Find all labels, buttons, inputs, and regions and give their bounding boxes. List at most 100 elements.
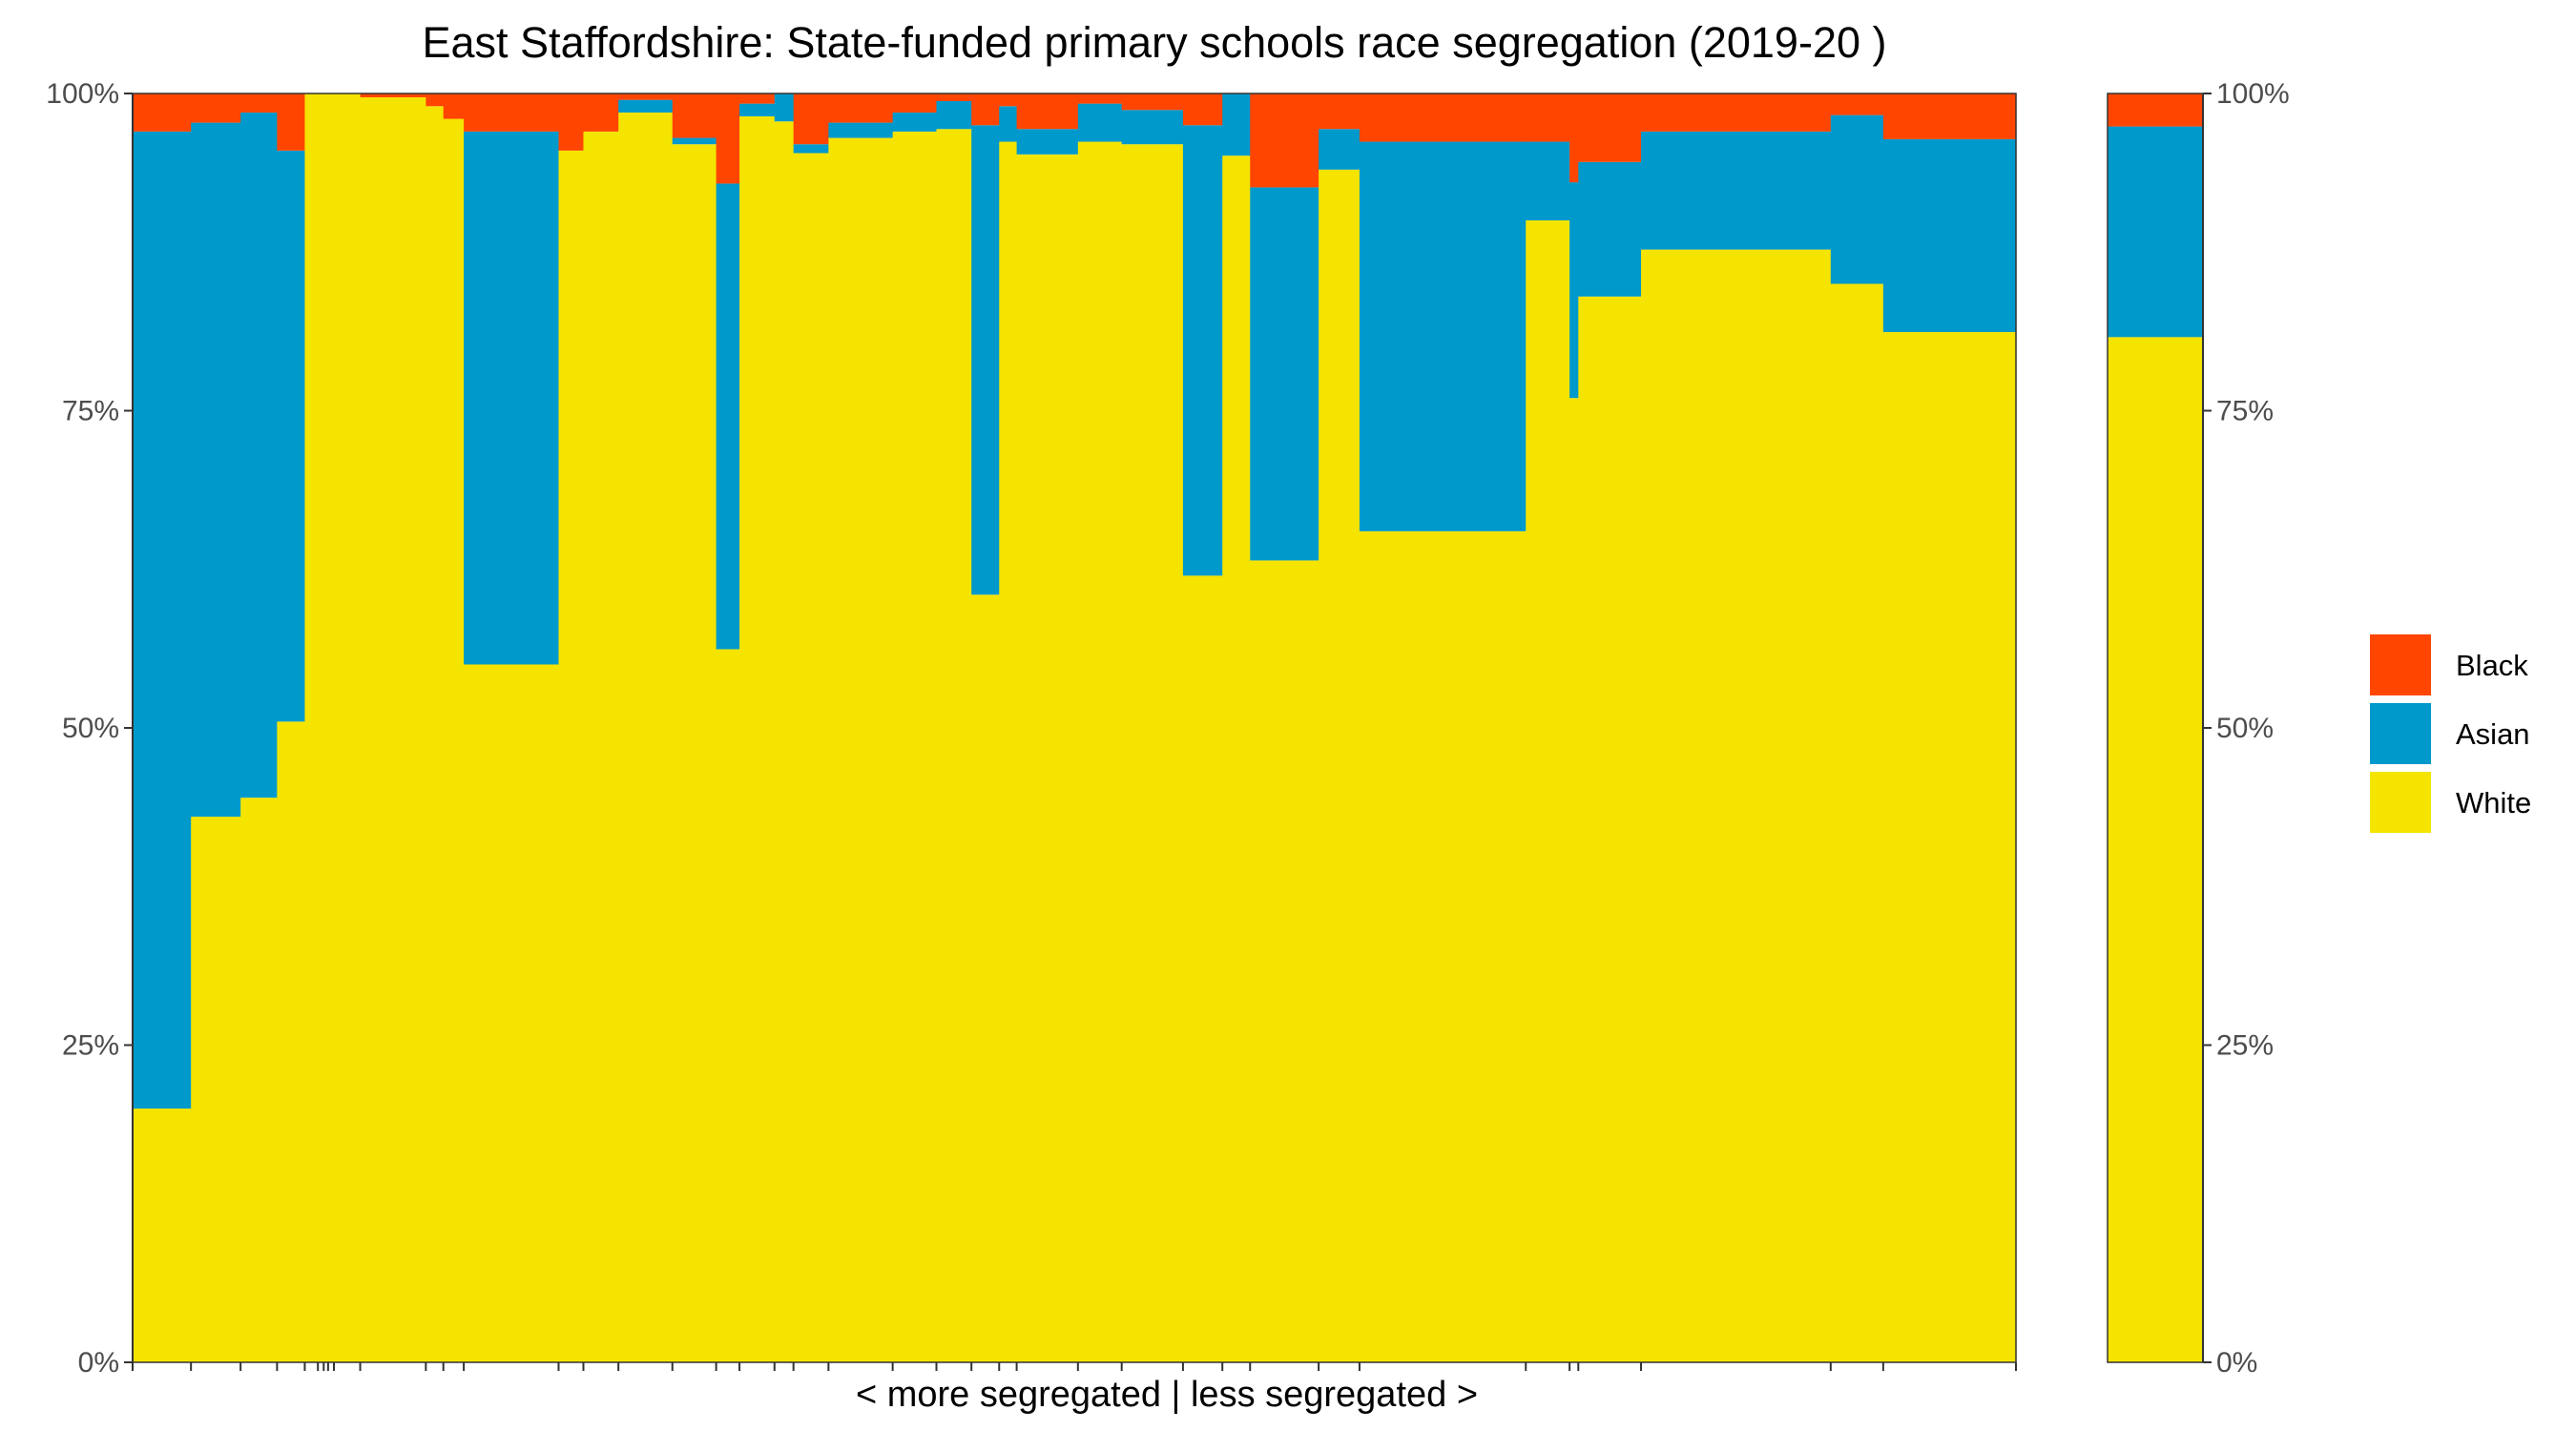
school-bar-11 bbox=[426, 93, 445, 1362]
x-axis-title: < more segregated | less segregated > bbox=[856, 1375, 1478, 1415]
bar-segment-white bbox=[277, 721, 306, 1362]
bar-segment-white bbox=[1578, 296, 1642, 1362]
bar-segment-black bbox=[716, 93, 740, 184]
bar-segment-black bbox=[558, 93, 585, 151]
bar-segment-white bbox=[191, 817, 241, 1362]
school-bar-22 bbox=[828, 93, 894, 1362]
bar-segment-asian bbox=[672, 137, 717, 145]
bar-segment-asian bbox=[1569, 182, 1579, 399]
school-bar-30 bbox=[1182, 93, 1223, 1362]
bar-segment-asian bbox=[999, 106, 1018, 142]
bar-segment-white bbox=[672, 144, 717, 1363]
bar-segment-white bbox=[1319, 169, 1361, 1362]
legend-item-white: White bbox=[2370, 772, 2531, 833]
school-bar-40 bbox=[1882, 93, 2017, 1362]
left-y-tick-label: 50% bbox=[62, 713, 119, 744]
school-bar-1 bbox=[133, 93, 192, 1362]
school-bar-5 bbox=[304, 93, 319, 1362]
bar-segment-white bbox=[716, 649, 740, 1362]
bar-segment-white bbox=[334, 93, 362, 1362]
bar-segment-asian bbox=[1077, 103, 1123, 142]
bar-segment-black bbox=[443, 93, 465, 119]
bar-segment-asian bbox=[1250, 187, 1319, 561]
school-bar-29 bbox=[1121, 93, 1184, 1363]
bar-segment-black bbox=[828, 93, 894, 123]
bar-segment-black bbox=[672, 93, 717, 138]
bar-segment-asian bbox=[1830, 114, 1884, 284]
bar-segment-white bbox=[1830, 283, 1884, 1362]
bar-segment-white bbox=[892, 131, 938, 1362]
bar-segment-white bbox=[1121, 144, 1184, 1363]
school-bar-32 bbox=[1250, 93, 1319, 1362]
bar-segment-white bbox=[1182, 575, 1223, 1362]
legend-label-asian: Asian bbox=[2456, 717, 2530, 751]
bar-segment-black bbox=[1882, 93, 2017, 139]
bar-segment-asian bbox=[739, 103, 776, 116]
legend-swatch-asian bbox=[2370, 703, 2431, 764]
bar-segment-white bbox=[426, 106, 445, 1362]
bar-segment-black bbox=[1641, 93, 1832, 132]
school-bar-34 bbox=[1359, 93, 1527, 1362]
bar-segment-white bbox=[774, 121, 795, 1362]
bar-segment-asian bbox=[1526, 141, 1570, 220]
bar-segment-asian bbox=[133, 131, 192, 1109]
bar-segment-asian bbox=[1016, 129, 1079, 155]
legend-swatch-white bbox=[2370, 772, 2431, 833]
school-bar-4 bbox=[277, 93, 306, 1362]
bar-segment-white bbox=[360, 96, 426, 1363]
legend: Black Asian White bbox=[2370, 634, 2531, 833]
legend-item-asian: Asian bbox=[2370, 703, 2530, 764]
school-bar-28 bbox=[1077, 93, 1123, 1362]
bar-segment-white bbox=[828, 137, 894, 1362]
bar-segment-black bbox=[1016, 93, 1079, 130]
bar-segment-asian bbox=[464, 131, 560, 665]
bar-segment-black bbox=[1182, 93, 1223, 126]
bar-segment-white bbox=[558, 150, 585, 1363]
summary-segment-white bbox=[2108, 337, 2203, 1362]
school-bar-9 bbox=[334, 93, 362, 1362]
bar-segment-black bbox=[1250, 93, 1319, 188]
school-bar-7 bbox=[323, 93, 329, 1362]
left-y-tick-label: 25% bbox=[62, 1030, 119, 1062]
bar-segment-white bbox=[1359, 530, 1527, 1362]
legend-label-white: White bbox=[2456, 786, 2531, 819]
bar-segment-white bbox=[1569, 398, 1579, 1362]
bar-segment-white bbox=[1222, 156, 1251, 1362]
left-y-tick-label: 75% bbox=[62, 396, 119, 427]
bar-segment-asian bbox=[1121, 110, 1184, 145]
bar-segment-black bbox=[360, 93, 426, 97]
school-bar-27 bbox=[1016, 93, 1079, 1363]
school-bar-13 bbox=[464, 93, 560, 1362]
left-y-tick-label: 0% bbox=[78, 1347, 119, 1379]
right-y-tick-label: 50% bbox=[2216, 713, 2274, 744]
school-bar-18 bbox=[716, 93, 740, 1362]
bar-segment-black bbox=[191, 93, 241, 123]
bar-segment-white bbox=[618, 112, 674, 1363]
legend-label-black: Black bbox=[2456, 649, 2528, 682]
school-bar-3 bbox=[240, 93, 278, 1362]
bar-segment-black bbox=[936, 93, 972, 101]
bar-segment-white bbox=[318, 93, 324, 1362]
summary-segment-asian bbox=[2108, 126, 2203, 338]
bar-segment-white bbox=[1077, 141, 1123, 1362]
bar-segment-black bbox=[426, 93, 445, 107]
axes: 0% 0% 25% 25% 50% 50% 75% 75% 100% 100% bbox=[46, 78, 2289, 1379]
bar-segment-white bbox=[739, 115, 776, 1363]
bar-segment-asian bbox=[277, 150, 306, 722]
school-bar-36 bbox=[1569, 93, 1579, 1362]
bar-segment-asian bbox=[1882, 138, 2017, 333]
bar-segment-asian bbox=[1222, 93, 1251, 156]
school-bar-25 bbox=[971, 93, 1000, 1362]
school-bar-14 bbox=[558, 93, 585, 1363]
left-y-tick-label: 100% bbox=[46, 78, 119, 110]
bar-segment-white bbox=[1250, 560, 1319, 1362]
bar-segment-black bbox=[892, 93, 938, 113]
bar-segment-white bbox=[133, 1109, 192, 1362]
school-bar-17 bbox=[672, 93, 717, 1363]
school-bar-26 bbox=[999, 93, 1018, 1362]
bar-segment-asian bbox=[191, 122, 241, 818]
school-bar-21 bbox=[793, 93, 829, 1362]
bar-segment-white bbox=[971, 594, 1000, 1362]
